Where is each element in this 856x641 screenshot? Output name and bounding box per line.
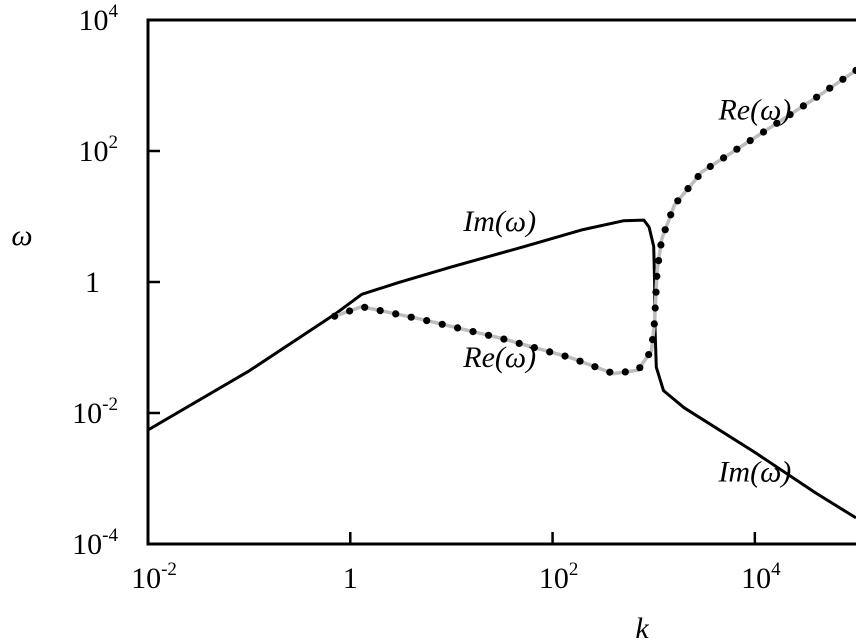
series-re-dot	[546, 348, 554, 356]
curve-annotation: Re(ω)	[462, 341, 536, 374]
series-re-dot	[826, 84, 834, 92]
y-tick-label: 1	[85, 266, 100, 299]
series-re-dot	[674, 197, 682, 205]
series-re-dot	[438, 320, 446, 328]
series-re-dot	[407, 313, 415, 321]
ticks-layer: 10-2 1 102 104 10-4 10-2 1 102 104	[72, 1, 781, 595]
series-re-dot	[649, 336, 657, 344]
series-re-dot	[661, 226, 669, 234]
series-re-dot	[331, 312, 339, 320]
curves-layer	[148, 66, 856, 520]
series-re-dot	[606, 368, 614, 376]
series-re-dot	[733, 145, 741, 153]
x-tick-label: 102	[539, 559, 579, 595]
x-tick-label: 1	[343, 562, 358, 595]
series-re-dot	[694, 172, 702, 181]
series-re-dot	[376, 307, 384, 315]
x-tick-label: 10-2	[131, 559, 177, 595]
series-re-dot	[653, 272, 661, 280]
series-re-dot	[651, 304, 659, 312]
series-re-dot	[667, 211, 675, 219]
y-tick-label: 10-2	[72, 394, 118, 430]
x-axis-label: k	[635, 612, 649, 641]
y-tick-label: 10-4	[72, 525, 118, 561]
series-re-dot	[786, 111, 794, 119]
series-re-dot	[652, 288, 660, 296]
series-im-line	[148, 218, 856, 520]
y-tick-label: 104	[79, 1, 119, 37]
series-re-dot	[799, 102, 808, 110]
series-re-dot	[484, 331, 493, 339]
series-re-dot	[759, 128, 768, 136]
series-re-dot	[423, 317, 431, 325]
series-re-dot	[645, 351, 653, 359]
curve-annotation: Im(ω)	[717, 455, 791, 488]
series-re-dot	[839, 75, 847, 83]
x-tick-label: 104	[741, 559, 781, 595]
series-re-dot	[591, 363, 599, 371]
series-re-dot	[655, 257, 663, 265]
series-re-dot	[636, 364, 644, 372]
series-re-dot	[392, 310, 400, 318]
series-re-dot	[346, 307, 354, 315]
series-re-dot	[852, 66, 856, 74]
series-re-dot	[576, 357, 584, 365]
series-re-dot	[469, 328, 477, 336]
series-re-dot	[650, 320, 658, 328]
series-re-dot	[706, 162, 714, 171]
labels-layer: Im(ω) Re(ω) Re(ω) Im(ω)	[462, 94, 791, 489]
series-re-dot	[720, 154, 728, 162]
series-re-dot	[621, 368, 629, 376]
series-re-dot	[500, 335, 508, 343]
series-re-dot	[454, 324, 462, 332]
series-re-dot	[561, 352, 569, 360]
curve-annotation: Im(ω)	[462, 205, 536, 238]
series-re-dot	[813, 93, 821, 101]
series-re-dot	[773, 119, 781, 127]
series-re-dot	[684, 185, 692, 193]
curve-annotation: Re(ω)	[717, 94, 791, 127]
y-tick-label: 102	[79, 132, 119, 168]
y-axis-label: ω	[11, 219, 32, 252]
series-re-dot	[515, 339, 523, 347]
series-re-dot	[657, 241, 665, 249]
series-re-dot	[530, 344, 539, 352]
series-re-dot	[746, 137, 754, 145]
series-re-dot	[361, 303, 369, 311]
